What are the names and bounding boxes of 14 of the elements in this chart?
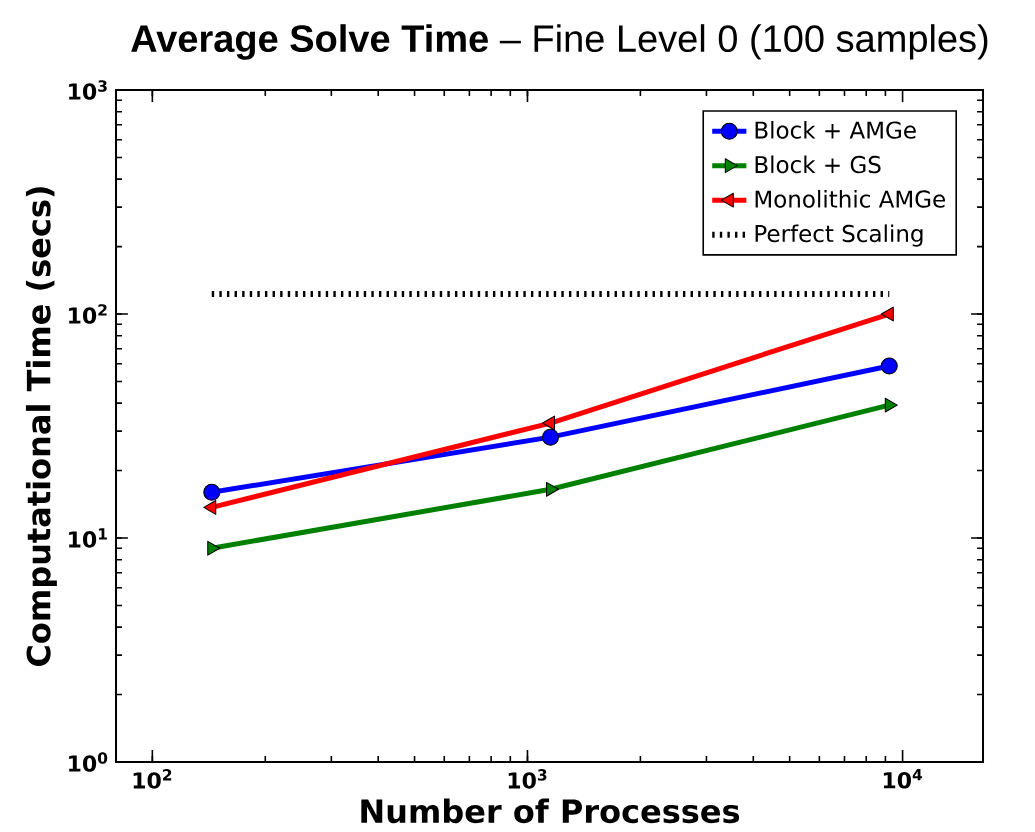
x-tick-label: 10$^{4}$: [883, 769, 923, 789]
x-tick-label: 10$^{3}$: [508, 769, 547, 789]
y-tick-label: 10$^{1}$: [69, 528, 107, 548]
legend-label: Perfect Scaling: [755, 224, 923, 247]
chart-title: Average Solve Time – Fine Level 0 (100 samples): [131, 24, 988, 60]
y-tick-label: 10$^{0}$: [69, 752, 108, 772]
y-axis-title: Computational Time (secs): [25, 187, 57, 666]
legend-label: Monolithic AMGe: [755, 189, 945, 208]
y-tick-label: 10$^{3}$: [69, 80, 107, 100]
legend-label: Block + GS: [755, 155, 881, 174]
y-tick-label: 10$^{2}$: [69, 304, 107, 324]
legend-label: Block + AMGe: [755, 120, 916, 139]
x-axis-title: Number of Processes: [361, 798, 740, 824]
x-tick-label: 10$^{2}$: [133, 769, 172, 789]
